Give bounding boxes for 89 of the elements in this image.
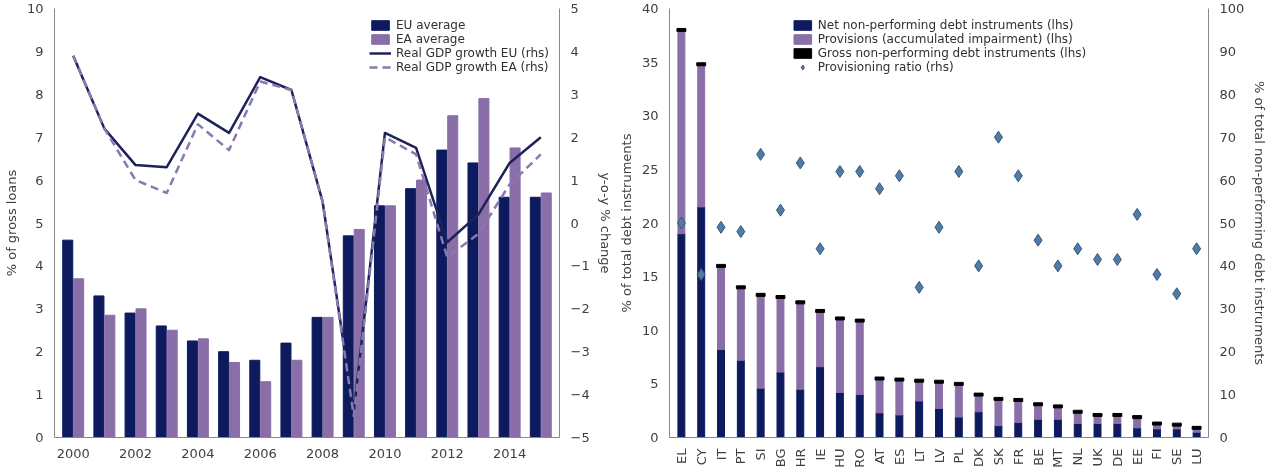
y2-tick-label: −5 [570, 430, 590, 445]
y-tick-label: 25 [641, 161, 659, 177]
x-tick-label: IE [812, 448, 828, 461]
y-tick-label: 6 [35, 172, 44, 188]
legend-label: EA average [396, 32, 465, 46]
y-tick-label: 3 [35, 301, 44, 317]
y2-tick-label: 70 [1219, 129, 1237, 145]
y-tick-label: 40 [641, 1, 659, 16]
y2-tick-label: −2 [570, 301, 590, 317]
y-tick-label: 10 [641, 322, 659, 338]
y-tick-label: 5 [650, 376, 659, 392]
x-tick-label: RO [852, 448, 868, 468]
x-tick-label: DE [1109, 448, 1125, 467]
y-tick-label: 8 [35, 86, 44, 102]
y2-tick-label: 0 [570, 215, 579, 231]
y-tick-label: 15 [641, 269, 659, 285]
legend-label: EU average [396, 18, 466, 32]
x-tick-label: LU [1189, 448, 1205, 465]
y-axis-title: % of total debt instruments [618, 133, 634, 313]
y2-tick-label: 2 [570, 129, 579, 145]
x-tick-label: HU [832, 448, 848, 468]
x-tick-label: IT [713, 448, 729, 461]
x-tick-label: UK [1090, 448, 1106, 467]
y2-tick-label: 10 [1219, 387, 1237, 403]
x-tick-label: PL [951, 447, 967, 464]
x-tick-label: 2002 [119, 445, 153, 461]
x-tick-label: FI [1149, 448, 1165, 460]
y-tick-label: 5 [35, 215, 44, 231]
x-tick-label: LT [911, 448, 927, 462]
y2-tick-label: 40 [1219, 258, 1237, 274]
x-tick-label: PT [733, 448, 749, 465]
x-tick-label: BG [772, 448, 788, 468]
y2-tick-label: 60 [1219, 172, 1237, 188]
y-tick-label: 9 [35, 43, 44, 59]
y2-axis-title: % of total non-performing debt instruments [1252, 80, 1268, 366]
x-tick-label: NL [1070, 447, 1086, 466]
y2-tick-label: 20 [1219, 344, 1237, 360]
x-tick-label: 2014 [493, 445, 527, 461]
x-tick-label: FR [1010, 448, 1026, 466]
y-tick-label: 30 [641, 108, 659, 124]
legend-label: Provisions (accumulated impairment) (lhs) [817, 32, 1073, 46]
x-tick-label: 2008 [306, 445, 340, 461]
y-tick-label: 0 [650, 430, 659, 445]
y-tick-label: 4 [35, 258, 44, 274]
y-tick-label: 1 [35, 387, 44, 403]
legend-label: Real GDP growth EA (rhs) [396, 60, 549, 74]
y2-tick-label: 100 [1219, 1, 1245, 16]
y2-tick-label: 1 [570, 172, 579, 188]
y-tick-label: 35 [641, 54, 659, 70]
legend-label: Real GDP growth EU (rhs) [396, 46, 549, 60]
y2-tick-label: 0 [1219, 430, 1228, 445]
y-tick-label: 2 [35, 344, 44, 360]
x-tick-label: 2006 [243, 445, 277, 461]
y-tick-label: 7 [35, 129, 44, 145]
y2-tick-label: −4 [570, 387, 590, 403]
y-tick-label: 0 [35, 430, 44, 445]
y2-tick-label: 4 [570, 43, 579, 59]
legend-label: Gross non-performing debt instruments (lhs) [817, 46, 1087, 60]
x-tick-label: 2010 [368, 445, 402, 461]
x-tick-label: HR [792, 448, 808, 468]
y2-tick-label: −1 [570, 258, 590, 274]
x-tick-label: 2000 [56, 445, 90, 461]
y2-tick-label: −3 [570, 344, 590, 360]
legend-label: Provisioning ratio (rhs) [817, 60, 954, 74]
x-tick-label: DK [971, 448, 987, 468]
x-tick-label: LV [931, 448, 947, 464]
x-tick-label: MT [1050, 448, 1066, 468]
y-tick-label: 20 [641, 215, 659, 231]
y2-tick-label: 50 [1219, 215, 1237, 231]
y2-tick-label: 90 [1219, 43, 1237, 59]
x-tick-label: EE [1129, 448, 1145, 465]
x-tick-label: AT [872, 448, 888, 465]
y2-tick-label: 80 [1219, 86, 1237, 102]
y2-axis-title: y-o-y % change [597, 172, 613, 274]
x-tick-label: BE [1030, 448, 1046, 466]
x-tick-label: 2004 [181, 445, 215, 461]
y-tick-label: 10 [26, 1, 44, 16]
y2-tick-label: 30 [1219, 301, 1237, 317]
x-tick-label: ES [891, 448, 907, 465]
y2-tick-label: 5 [570, 1, 579, 16]
x-tick-label: EL [673, 447, 689, 464]
legend-label: Net non-performing debt instruments (lhs) [817, 18, 1074, 32]
y2-tick-label: 3 [570, 86, 579, 102]
x-tick-label: SK [990, 448, 1006, 466]
y-axis-title: % of gross loans [3, 169, 19, 277]
x-tick-label: CY [693, 448, 709, 466]
x-tick-label: SE [1169, 448, 1185, 465]
x-tick-label: 2012 [430, 445, 464, 461]
x-tick-label: SI [753, 448, 769, 461]
